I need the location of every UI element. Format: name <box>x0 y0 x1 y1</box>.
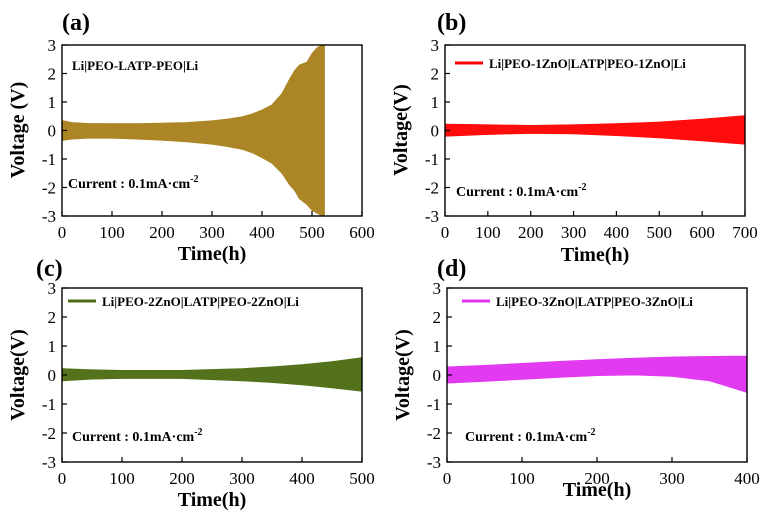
y-tick-label: -1 <box>42 150 56 169</box>
y-tick-label: -2 <box>425 179 439 198</box>
y-axis-label: Voltage (V) <box>7 82 29 178</box>
x-tick-label: 100 <box>509 469 535 488</box>
y-tick-label: 2 <box>48 308 57 327</box>
y-tick-label: 2 <box>433 308 442 327</box>
legend-label: Li|PEO-3ZnO|LATP|PEO-3ZnO|Li <box>496 294 693 309</box>
panel-c: -3 -2 -1 0 1 2 3 0 100 200 300 400 500 Time(h) Voltage… <box>7 256 375 511</box>
y-tick-label: -2 <box>42 424 56 443</box>
voltage-band <box>62 357 362 392</box>
x-tick-label: 300 <box>659 469 685 488</box>
panel-label: (d) <box>437 256 466 282</box>
y-tick-label: -3 <box>425 207 439 226</box>
legend-label: Li|PEO-1ZnO|LATP|PEO-1ZnO|Li <box>489 56 686 71</box>
x-tick-label: 300 <box>229 469 255 488</box>
x-tick-label: 200 <box>518 223 544 242</box>
y-tick-label: 0 <box>433 366 442 385</box>
x-tick-label: 0 <box>58 223 67 242</box>
y-tick-label: 0 <box>48 122 57 141</box>
y-tick-label: -3 <box>427 453 441 472</box>
y-tick-label: 1 <box>433 337 442 356</box>
x-tick-label: 300 <box>561 223 587 242</box>
x-tick-label: 400 <box>289 469 315 488</box>
y-tick-label: -3 <box>42 207 56 226</box>
y-tick-label: -3 <box>42 453 56 472</box>
panel-label: (c) <box>36 256 63 282</box>
x-tick-label: 0 <box>441 223 450 242</box>
cycle-striations <box>445 115 745 145</box>
y-tick-label: -2 <box>42 179 56 198</box>
panel-label: (a) <box>62 10 90 36</box>
y-tick-label: 3 <box>48 279 57 298</box>
panel-a: -3 -2 -1 0 1 2 3 0 100 200 300 400 500 600 Time(h) Volt… <box>7 10 375 265</box>
y-tick-label: 2 <box>48 65 57 84</box>
x-axis-label: Time(h) <box>563 479 632 501</box>
x-tick-label: 100 <box>475 223 501 242</box>
x-axis-label: Time(h) <box>178 243 247 265</box>
cycle-striations <box>62 357 362 392</box>
y-tick-label: 1 <box>48 93 57 112</box>
x-tick-label: 400 <box>734 469 760 488</box>
current-annotation: Current : 0.1mA·cm-2 <box>456 182 587 200</box>
y-axis-label: Voltage(V) <box>390 84 412 175</box>
y-tick-label: 0 <box>48 366 57 385</box>
y-tick-label: 1 <box>431 93 440 112</box>
x-tick-label: 0 <box>443 469 452 488</box>
y-tick-label: 1 <box>48 337 57 356</box>
y-tick-label: -1 <box>427 395 441 414</box>
panel-d: -3 -2 -1 0 1 2 3 0 100 200 300 400 Time(h) Voltage(V)… <box>392 256 760 501</box>
voltage-band <box>447 355 747 393</box>
x-tick-label: 200 <box>149 223 175 242</box>
x-axis-label: Time(h) <box>561 244 630 266</box>
voltage-band <box>445 115 745 145</box>
x-tick-label: 700 <box>732 223 758 242</box>
current-annotation: Current : 0.1mA·cm-2 <box>72 427 203 445</box>
y-tick-label: -1 <box>42 395 56 414</box>
y-axis-label: Voltage(V) <box>7 329 29 420</box>
x-tick-label: 500 <box>299 223 325 242</box>
x-tick-label: 300 <box>199 223 225 242</box>
y-tick-label: 3 <box>431 36 440 55</box>
x-tick-label: 200 <box>584 469 610 488</box>
x-tick-label: 400 <box>249 223 275 242</box>
y-tick-label: 3 <box>48 36 57 55</box>
current-annotation: Current : 0.1mA·cm-2 <box>68 174 199 192</box>
x-axis-label: Time(h) <box>178 489 247 511</box>
x-tick-label: 500 <box>647 223 673 242</box>
y-tick-label: 3 <box>433 279 442 298</box>
voltage-band <box>62 45 325 216</box>
x-tick-label: 200 <box>169 469 195 488</box>
panel-b: -3 -2 -1 0 1 2 3 0 100 200 300 400 500 600 700 Time(h) V… <box>390 10 758 266</box>
x-tick-label: 100 <box>109 469 135 488</box>
y-tick-label: -2 <box>427 424 441 443</box>
x-tick-label: 0 <box>58 469 67 488</box>
y-tick-label: -1 <box>425 150 439 169</box>
y-tick-label: 0 <box>431 122 440 141</box>
panel-label: (b) <box>437 10 466 36</box>
cycle-striations <box>62 45 325 216</box>
legend-label: Li|PEO-LATP-PEO|Li <box>72 58 198 73</box>
x-tick-label: 500 <box>349 469 375 488</box>
x-tick-label: 100 <box>99 223 125 242</box>
x-tick-label: 600 <box>689 223 715 242</box>
cycle-striations <box>447 356 747 393</box>
y-tick-label: 2 <box>431 65 440 84</box>
current-annotation: Current : 0.1mA·cm-2 <box>465 427 596 445</box>
x-tick-label: 600 <box>349 223 375 242</box>
y-axis-label: Voltage(V) <box>392 329 414 420</box>
x-tick-label: 400 <box>604 223 630 242</box>
legend-label: Li|PEO-2ZnO|LATP|PEO-2ZnO|Li <box>102 294 299 309</box>
